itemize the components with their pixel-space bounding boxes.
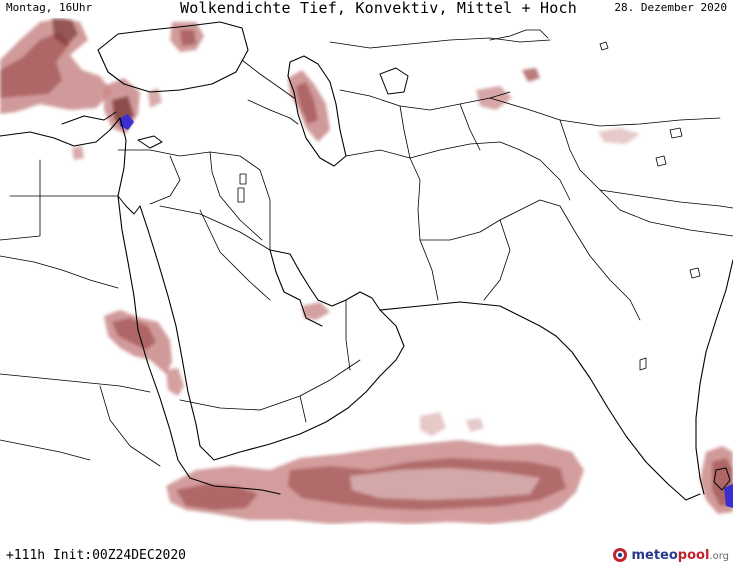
logo-suffix: .org (709, 550, 729, 562)
meteopool-logo-text: meteopool.org (631, 548, 729, 563)
weather-map (0, 18, 733, 525)
meteopool-logo-icon (613, 548, 628, 562)
map-title: Wolkendichte Tief, Konvektiv, Mittel + H… (180, 0, 577, 17)
highest-density-spots (120, 114, 733, 508)
meteopool-logo[interactable]: meteopool.org (612, 547, 729, 563)
forecast-day-time: Montag, 16Uhr (6, 1, 93, 14)
logo-brand-primary: meteo (631, 547, 678, 563)
run-info: +111h Init:00Z24DEC2020 (6, 548, 187, 563)
logo-brand-secondary: pool (677, 547, 710, 563)
forecast-date: 28. Dezember 2020 (614, 1, 727, 14)
country-borders (0, 21, 733, 501)
cloud-density-layer (0, 18, 733, 524)
